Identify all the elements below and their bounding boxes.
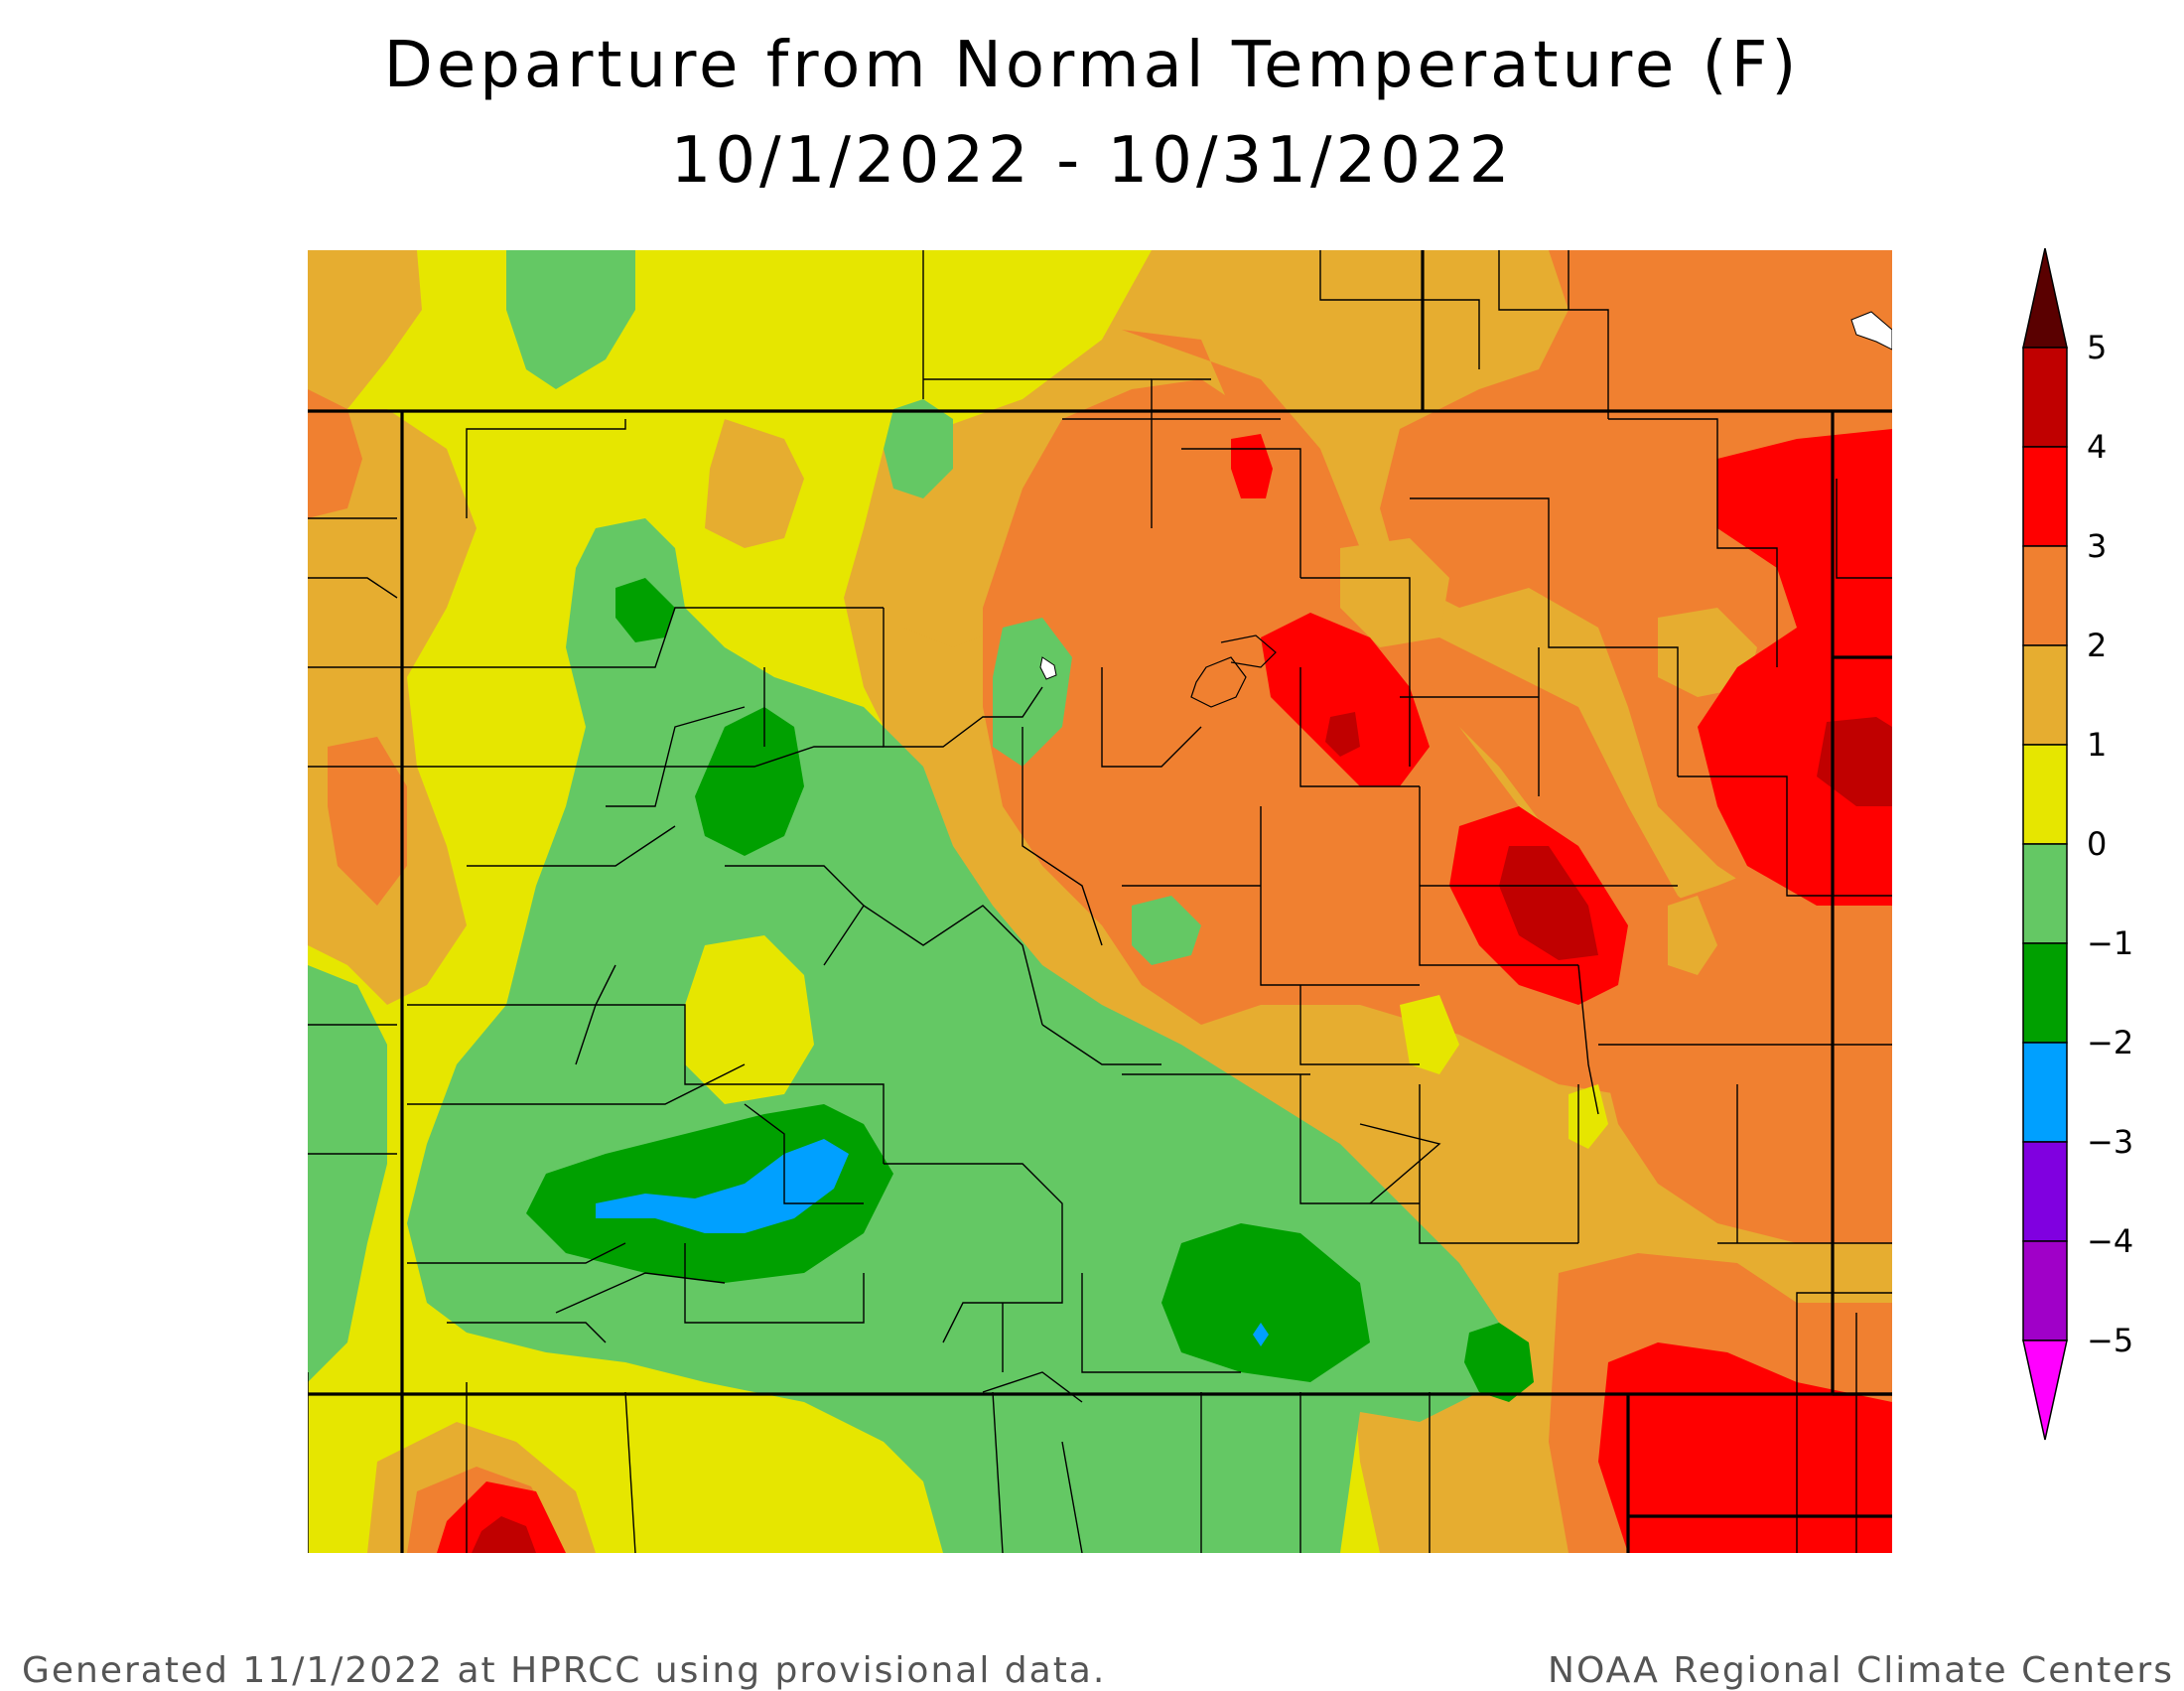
colorbar-bin bbox=[2022, 446, 2068, 547]
contour-band-2-to-3-west bbox=[308, 389, 362, 518]
contour-band-4-to-5-east bbox=[1817, 717, 1892, 806]
contour-band-3-to-4-north bbox=[1231, 434, 1273, 498]
colorbar-bin bbox=[2022, 744, 2068, 845]
title-date-range: 10/1/2022 - 10/31/2022 bbox=[670, 124, 1514, 198]
contour-band-1-to-2-east-pocket2 bbox=[1668, 896, 1717, 975]
contour-band-1-to-2-north bbox=[705, 419, 804, 548]
lake bbox=[1850, 311, 1892, 351]
colorbar-tick-label: −3 bbox=[2087, 1123, 2134, 1161]
colorbar-svg bbox=[2022, 247, 2068, 1441]
colorbar-legend: 5 4 3 2 1 0 −1 −2 −3 −4 −5 bbox=[2015, 247, 2174, 1460]
temperature-departure-map bbox=[308, 250, 1892, 1553]
contour-band-minus3-to-minus2-south bbox=[596, 1139, 849, 1233]
map-canvas bbox=[308, 250, 1892, 1553]
contour-band-minus2-to-minus1-central bbox=[695, 707, 804, 856]
contour-band-0-to-1-west-pocket bbox=[685, 935, 814, 1104]
contour-band-minus1-to-0-north3 bbox=[993, 618, 1072, 767]
contour-band-4-to-5-south bbox=[472, 1516, 536, 1553]
colorbar-tick-label: −2 bbox=[2087, 1024, 2134, 1061]
colorbar-bin bbox=[2022, 843, 2068, 944]
contour-band-4-to-5-central2 bbox=[1499, 846, 1598, 960]
colorbar-tick-label: −5 bbox=[2087, 1322, 2134, 1359]
contour-band-minus1-to-0-north2 bbox=[884, 399, 953, 498]
colorbar-bins bbox=[2022, 247, 2068, 1441]
colorbar-tick-label: 2 bbox=[2087, 627, 2108, 664]
colorbar-tick-label: 0 bbox=[2087, 825, 2108, 863]
colorbar-tick-label: 3 bbox=[2087, 527, 2108, 565]
contour-band-minus2-to-minus1-north bbox=[615, 578, 675, 642]
contour-band-1-to-2-central-pocket bbox=[1340, 538, 1449, 647]
contour-band-1-to-2-west bbox=[308, 250, 422, 419]
contour-band-3-to-4-central bbox=[1261, 613, 1430, 786]
colorbar-arrow-top bbox=[2022, 247, 2068, 349]
contour-band-2-to-3-west2 bbox=[328, 737, 407, 906]
colorbar-bin bbox=[2022, 1141, 2068, 1242]
colorbar-bin bbox=[2022, 1240, 2068, 1341]
contour-band-minus1-to-0-pocket bbox=[1132, 896, 1201, 965]
contour-band-minus1-to-0-north bbox=[506, 250, 635, 389]
colorbar-bin bbox=[2022, 1042, 2068, 1143]
colorbar-tick-label: 5 bbox=[2087, 329, 2108, 366]
colorbar-bin bbox=[2022, 644, 2068, 746]
colorbar-bin bbox=[2022, 545, 2068, 646]
map-title: Departure from Normal Temperature (F) 10… bbox=[0, 18, 2184, 209]
contour-band-minus2-to-minus1-east bbox=[1464, 1323, 1534, 1402]
contour-band-minus2-to-minus1-southeast bbox=[1161, 1223, 1370, 1382]
contour-band-minus1-to-0-west bbox=[308, 965, 387, 1382]
colorbar-tick-label: 4 bbox=[2087, 428, 2108, 466]
colorbar-bin bbox=[2022, 942, 2068, 1044]
source-credit: NOAA Regional Climate Centers bbox=[1548, 1650, 2174, 1691]
colorbar-arrow-bottom bbox=[2022, 1339, 2068, 1441]
contour-band-0-to-1-central-pocket bbox=[1400, 995, 1459, 1074]
title-line-1: Departure from Normal Temperature (F) bbox=[383, 29, 1801, 102]
colorbar-tick-label: −4 bbox=[2087, 1222, 2134, 1260]
county-boundaries bbox=[308, 250, 1892, 1553]
urban-outline bbox=[1190, 634, 1277, 708]
colorbar-tick-label: −1 bbox=[2087, 924, 2134, 962]
generated-note: Generated 11/1/2022 at HPRCC using provi… bbox=[22, 1650, 1107, 1691]
state-boundaries bbox=[308, 250, 1892, 1553]
contour-band-4-to-5-central bbox=[1325, 712, 1360, 757]
colorbar-tick-label: 1 bbox=[2087, 726, 2108, 764]
contour-band-minus3-to-minus2-southeast bbox=[1253, 1323, 1269, 1346]
colorbar-bin bbox=[2022, 347, 2068, 448]
lake bbox=[1039, 656, 1057, 680]
